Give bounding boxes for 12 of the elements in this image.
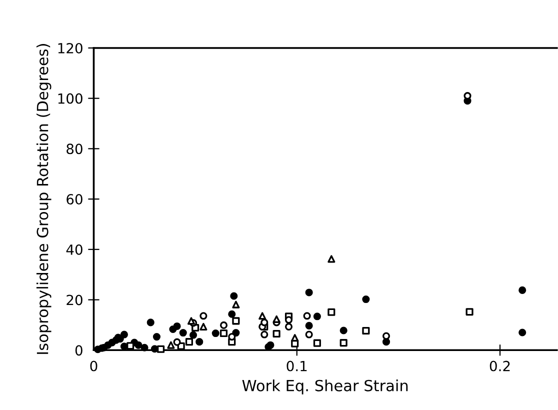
x-tick-label: 0.2 (490, 360, 510, 372)
y-tick-label: 80 (66, 144, 82, 154)
y-tick-label: 120 (58, 42, 82, 54)
y-tick-label: 100 (58, 93, 82, 104)
y-tick-label: 0 (75, 345, 82, 356)
y-tick-label: 60 (66, 194, 82, 205)
y-tick-label: 20 (66, 294, 82, 306)
x-tick-label: 0 (90, 360, 98, 372)
x-tick-label: 0.1 (286, 360, 307, 372)
y-axis-title: Isopropylidene Group Rotation (Degrees) (36, 44, 52, 354)
y-tick-label: 40 (66, 244, 82, 255)
x-axis-title: Work Eq. Shear Strain (242, 380, 408, 394)
